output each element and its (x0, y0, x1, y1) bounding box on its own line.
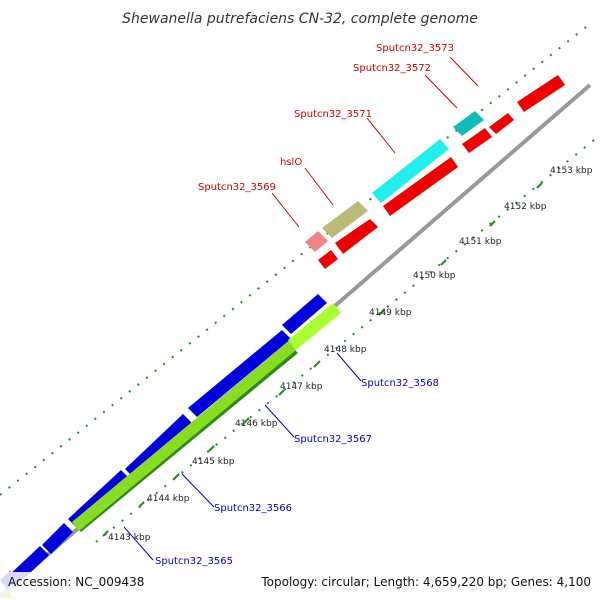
gene-arrow[interactable] (188, 330, 291, 417)
gene-arrow[interactable] (372, 139, 449, 203)
gene-arrow[interactable] (517, 75, 565, 112)
forward-strand-red-genes (318, 75, 565, 269)
kbp-label: 4153 kbp (550, 166, 593, 176)
reverse-strand-green-genes (0, 303, 341, 598)
tick-mark-4152 (489, 220, 496, 227)
kbp-label: 4149 kbp (369, 308, 412, 318)
tick-mark-4150 (378, 309, 385, 316)
kbp-label: 4145 kbp (192, 457, 235, 467)
map-title: Shewanella putrefaciens CN-32, complete … (122, 11, 478, 27)
leader-line (424, 74, 458, 109)
leader-line (181, 473, 215, 508)
gene-arrow[interactable] (335, 219, 378, 254)
forward-gene-labels: Sputcn32_3573 Sputcn32_3572 Sputcn32_357… (198, 43, 454, 193)
leader-line (264, 404, 295, 438)
gene-arrow[interactable] (489, 113, 514, 134)
kbp-label: 4143 kbp (108, 533, 151, 543)
kbp-label: 4148 kbp (324, 345, 367, 355)
gene-arrow[interactable] (453, 111, 484, 136)
leader-line (366, 117, 396, 154)
major-ticks (102, 182, 543, 537)
topology-summary: Topology: circular; Length: 4,659,220 bp… (260, 575, 591, 589)
gene-label[interactable]: Sputcn32_3568 (361, 378, 439, 389)
kbp-tick-labels: 4143 kbp 4144 kbp 4145 kbp 4146 kbp 4147… (108, 166, 593, 543)
kbp-label: 4144 kbp (147, 494, 190, 504)
gene-arrow[interactable] (72, 341, 296, 531)
footer-background (0, 572, 600, 600)
tick-mark-4148 (278, 389, 285, 396)
tick-mark-4151 (440, 259, 447, 266)
leader-line (336, 352, 362, 382)
inner-tick-ring (95, 139, 595, 543)
gene-arrow[interactable] (383, 157, 458, 216)
gene-arrow[interactable] (305, 231, 328, 252)
leader-line (449, 56, 479, 87)
outer-tick-ring (0, 26, 587, 496)
gene-arrow[interactable] (288, 303, 341, 350)
gene-arrow[interactable] (322, 201, 368, 238)
leader-line (123, 526, 154, 561)
gene-arrow[interactable] (125, 414, 192, 478)
gene-arrow[interactable] (318, 250, 338, 269)
kbp-label: 4151 kbp (459, 237, 502, 247)
reverse-gene-labels: Sputcn32_3568 Sputcn32_3567 Sputcn32_356… (155, 378, 439, 567)
gene-arrow[interactable] (42, 523, 73, 554)
gene-label[interactable]: Sputcn32_3572 (353, 63, 431, 74)
leader-line (271, 192, 300, 228)
kbp-label: 4152 kbp (504, 202, 547, 212)
accession-text: Accession: NC_009438 (8, 575, 144, 589)
gene-label[interactable]: Sputcn32_3571 (294, 109, 372, 120)
reverse-strand-blue-genes (0, 294, 327, 589)
gene-arrow[interactable] (282, 294, 327, 334)
forward-strand-colored-genes (305, 111, 484, 252)
tick-mark-4144 (138, 501, 145, 508)
tick-mark-4146 (208, 445, 215, 452)
gene-label[interactable]: Sputcn32_3565 (155, 556, 233, 567)
gene-label[interactable]: Sputcn32_3569 (198, 182, 276, 193)
tick-mark-4143 (102, 530, 109, 537)
kbp-label: 4150 kbp (413, 271, 456, 281)
gene-label-leaders (123, 56, 479, 561)
gene-label[interactable]: Sputcn32_3567 (294, 434, 372, 445)
gene-label[interactable]: Sputcn32_3573 (376, 43, 454, 54)
tick-mark-4153 (536, 182, 543, 189)
kbp-label: 4147 kbp (280, 382, 323, 392)
gene-label[interactable]: hslO (280, 157, 302, 168)
kbp-label: 4146 kbp (235, 419, 278, 429)
tick-mark-4145 (173, 473, 180, 480)
gene-arrow[interactable] (462, 128, 492, 153)
tick-mark-4147 (243, 417, 250, 424)
gene-label[interactable]: Sputcn32_3566 (214, 503, 292, 514)
tick-mark-4149 (313, 361, 320, 368)
leader-line (304, 167, 334, 206)
